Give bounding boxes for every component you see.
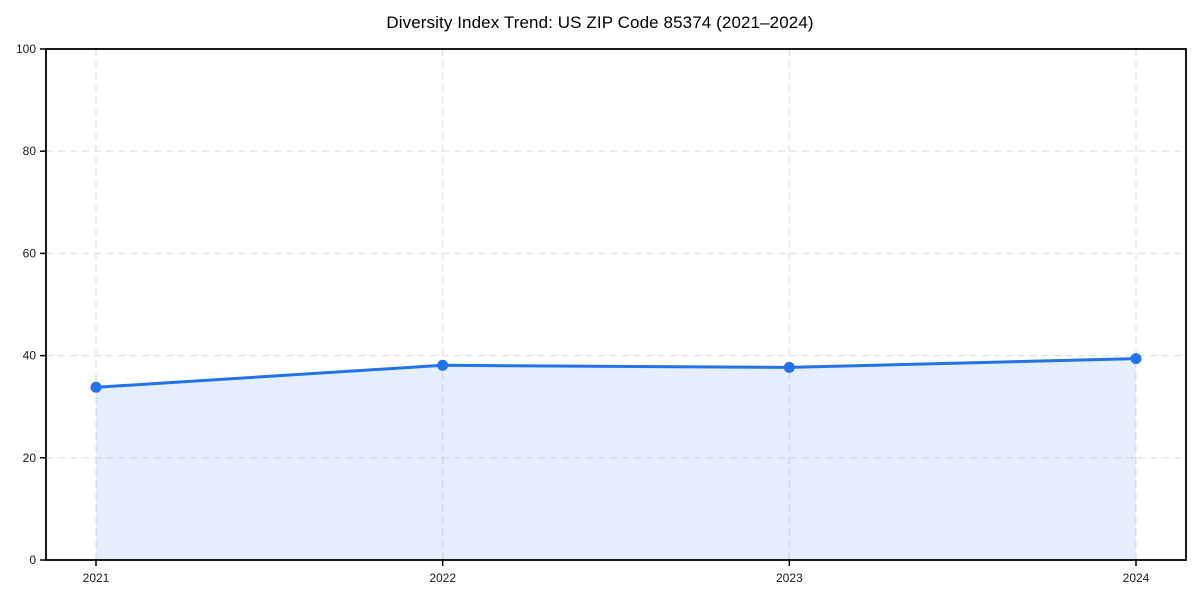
y-tick-label: 100 (16, 42, 36, 56)
plot-frame (45, 48, 1187, 561)
y-tick-label: 40 (23, 349, 37, 363)
y-tick-label: 60 (23, 246, 37, 260)
y-tick-label: 80 (23, 144, 37, 158)
area-fill (96, 358, 1136, 560)
x-tick-label: 2023 (776, 571, 803, 585)
x-tick-label: 2021 (83, 571, 110, 585)
data-point (1130, 353, 1142, 365)
data-point (437, 359, 449, 371)
data-point (783, 361, 795, 373)
trend-line (94, 357, 1138, 389)
chart-title: Diversity Index Trend: US ZIP Code 85374… (386, 13, 814, 32)
y-tick-label: 0 (29, 553, 36, 567)
y-tick-label: 20 (23, 451, 37, 465)
x-tick-label: 2022 (429, 571, 456, 585)
x-tick-label: 2024 (1123, 571, 1150, 585)
data-point (90, 381, 102, 393)
